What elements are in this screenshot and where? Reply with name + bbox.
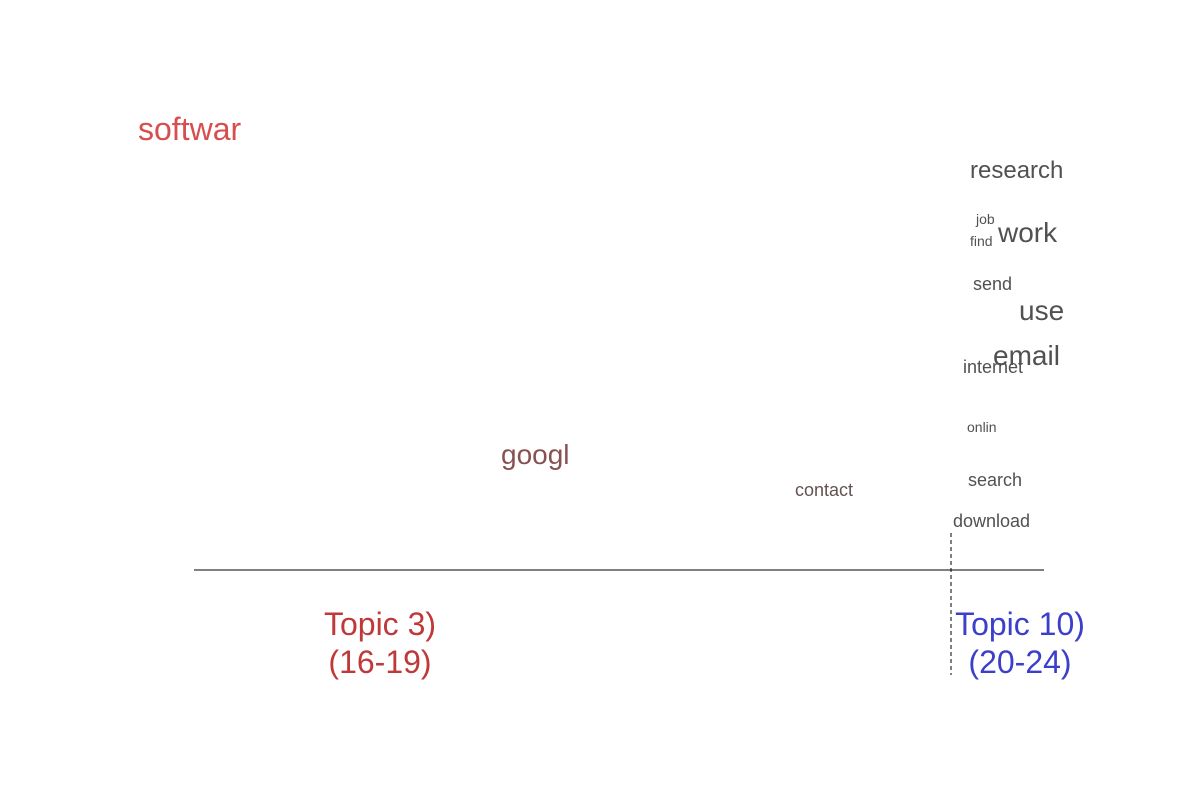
word-email: email [993, 340, 1060, 371]
word-search: search [968, 470, 1023, 490]
word-internet: internet [963, 357, 1024, 377]
word-job: job [976, 211, 995, 227]
topic-10-name: Topic 10) [955, 606, 1085, 642]
topic-3-label: Topic 3) (16-19) [250, 605, 510, 681]
word-send: send [973, 274, 1013, 294]
topic-3-name: Topic 3) [323, 606, 437, 642]
topic-3-range: (16-19) [328, 644, 432, 680]
word-googl: googl [501, 439, 570, 470]
word-work: work [998, 217, 1058, 248]
topic-10-label: Topic 10) (20-24) [885, 605, 1155, 681]
word-softwar: softwar [138, 111, 242, 147]
word-onlin: onlin [967, 419, 997, 435]
word-research: research [970, 157, 1064, 184]
word-use: use [1019, 295, 1065, 326]
word-find: find [970, 233, 993, 249]
topic-10-range: (20-24) [968, 644, 1072, 680]
word-contact: contact [795, 480, 854, 500]
word-download: download [953, 511, 1031, 531]
